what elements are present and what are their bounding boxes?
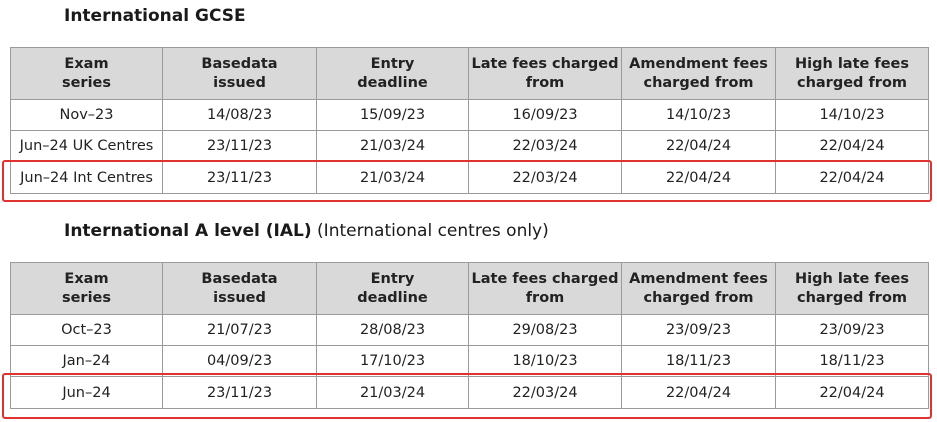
cell-high-late-fees: 22/04/24 xyxy=(775,130,929,162)
header-high-late-fees: High late fees charged from xyxy=(775,47,929,100)
cell-basedata-issued: 21/07/23 xyxy=(162,314,317,346)
cell-amendment-fees: 14/10/23 xyxy=(621,99,776,131)
header-basedata-issued: Basedata issued xyxy=(162,47,317,100)
cell-entry-deadline: 28/08/23 xyxy=(316,314,469,346)
cell-amendment-fees: 22/04/24 xyxy=(621,376,776,409)
cell-entry-deadline: 21/03/24 xyxy=(316,161,469,194)
cell-exam-series: Oct–23 xyxy=(10,314,163,346)
cell-exam-series: Jun–24 Int Centres xyxy=(10,161,163,194)
cell-basedata-issued: 14/08/23 xyxy=(162,99,317,131)
cell-exam-series: Jun–24 xyxy=(10,376,163,409)
header-exam-series: Exam series xyxy=(10,47,163,100)
section-title-ial: International A level (IAL) (Internation… xyxy=(64,221,549,241)
cell-entry-deadline: 15/09/23 xyxy=(316,99,469,131)
cell-late-fees: 22/03/24 xyxy=(468,130,622,162)
table-header-row: Exam series Basedata issued Entry deadline … xyxy=(10,262,929,315)
table-row: Jun–24 UK Centres 23/11/23 21/03/24 22/0… xyxy=(10,130,929,162)
cell-exam-series: Jun–24 UK Centres xyxy=(10,130,163,162)
section-title-text: International GCSE xyxy=(64,6,246,26)
cell-late-fees: 22/03/24 xyxy=(468,376,622,409)
cell-high-late-fees: 14/10/23 xyxy=(775,99,929,131)
ial-schedule-table: Exam series Basedata issued Entry deadline … xyxy=(10,262,929,409)
header-exam-series: Exam series xyxy=(10,262,163,315)
cell-high-late-fees: 22/04/24 xyxy=(775,161,929,194)
cell-late-fees: 29/08/23 xyxy=(468,314,622,346)
section-title-igcse: International GCSE xyxy=(64,6,246,26)
cell-amendment-fees: 18/11/23 xyxy=(621,345,776,377)
table-row-highlighted: Jun–24 Int Centres 23/11/23 21/03/24 22/… xyxy=(10,161,929,194)
cell-exam-series: Nov–23 xyxy=(10,99,163,131)
cell-high-late-fees: 23/09/23 xyxy=(775,314,929,346)
cell-amendment-fees: 22/04/24 xyxy=(621,161,776,194)
cell-amendment-fees: 23/09/23 xyxy=(621,314,776,346)
cell-high-late-fees: 22/04/24 xyxy=(775,376,929,409)
cell-late-fees: 18/10/23 xyxy=(468,345,622,377)
table-row: Nov–23 14/08/23 15/09/23 16/09/23 14/10/… xyxy=(10,99,929,131)
cell-amendment-fees: 22/04/24 xyxy=(621,130,776,162)
header-amendment-fees: Amendment fees charged from xyxy=(621,262,776,315)
cell-entry-deadline: 21/03/24 xyxy=(316,376,469,409)
header-basedata-issued: Basedata issued xyxy=(162,262,317,315)
cell-exam-series: Jan–24 xyxy=(10,345,163,377)
cell-high-late-fees: 18/11/23 xyxy=(775,345,929,377)
igcse-schedule-table: Exam series Basedata issued Entry deadline … xyxy=(10,47,929,194)
header-high-late-fees: High late fees charged from xyxy=(775,262,929,315)
header-entry-deadline: Entry deadline xyxy=(316,262,469,315)
table-row: Jan–24 04/09/23 17/10/23 18/10/23 18/11/… xyxy=(10,345,929,377)
header-late-fees: Late fees charged from xyxy=(468,262,622,315)
cell-basedata-issued: 23/11/23 xyxy=(162,130,317,162)
section-title-text: International A level (IAL) xyxy=(64,221,312,241)
header-late-fees: Late fees charged from xyxy=(468,47,622,100)
cell-entry-deadline: 17/10/23 xyxy=(316,345,469,377)
table-header-row: Exam series Basedata issued Entry deadline … xyxy=(10,47,929,100)
header-amendment-fees: Amendment fees charged from xyxy=(621,47,776,100)
cell-entry-deadline: 21/03/24 xyxy=(316,130,469,162)
cell-late-fees: 22/03/24 xyxy=(468,161,622,194)
cell-basedata-issued: 23/11/23 xyxy=(162,376,317,409)
section-title-note: (International centres only) xyxy=(317,221,549,241)
cell-basedata-issued: 23/11/23 xyxy=(162,161,317,194)
table-row: Oct–23 21/07/23 28/08/23 29/08/23 23/09/… xyxy=(10,314,929,346)
table-row-highlighted: Jun–24 23/11/23 21/03/24 22/03/24 22/04/… xyxy=(10,376,929,409)
header-entry-deadline: Entry deadline xyxy=(316,47,469,100)
cell-late-fees: 16/09/23 xyxy=(468,99,622,131)
cell-basedata-issued: 04/09/23 xyxy=(162,345,317,377)
